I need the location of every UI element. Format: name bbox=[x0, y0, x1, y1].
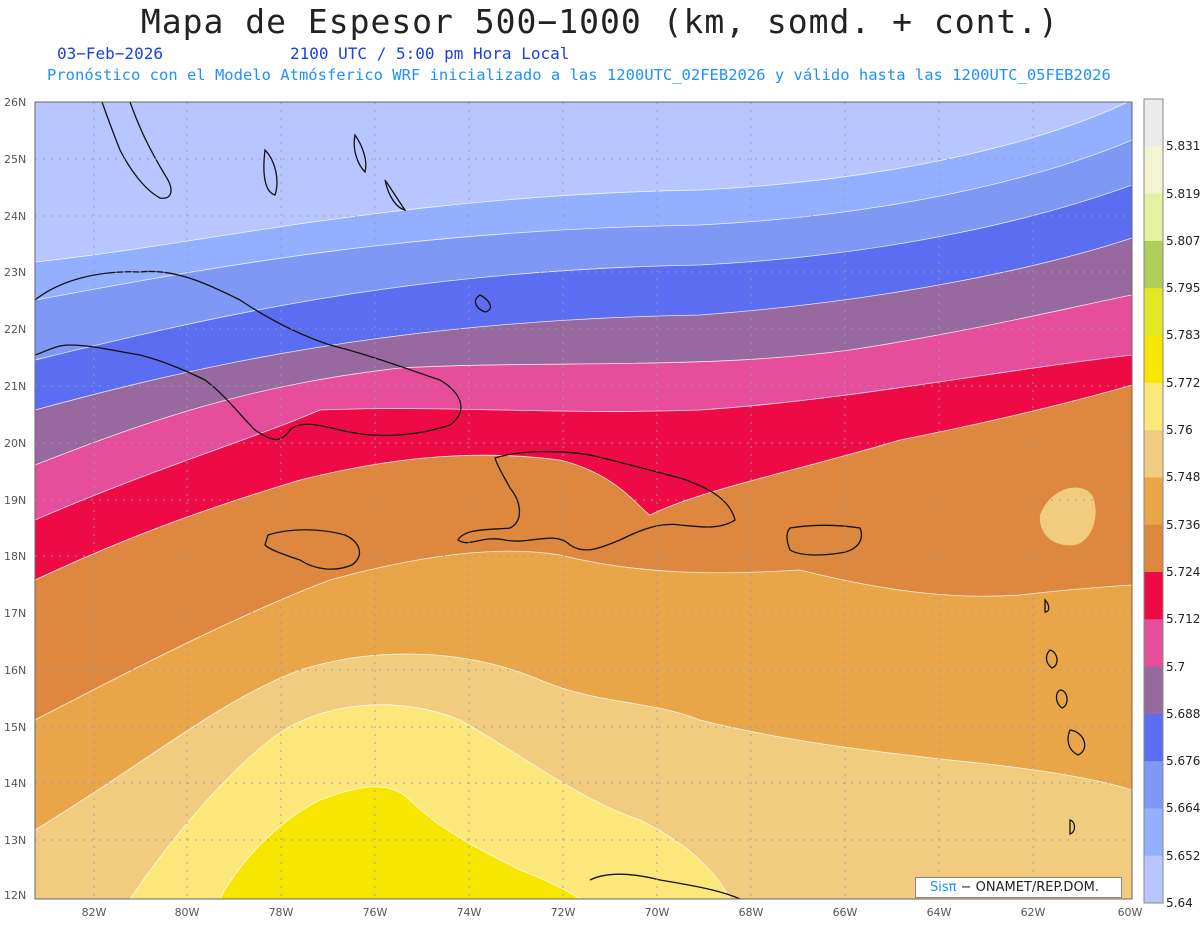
lat-label: 26N bbox=[4, 96, 26, 109]
colorbar-level-label: 5.64 bbox=[1166, 896, 1193, 910]
south-america-coast bbox=[589, 873, 741, 899]
band-5748-cell bbox=[1039, 487, 1096, 546]
credit-text: − ONAMET/REP.DOM. bbox=[960, 880, 1100, 895]
lat-label: 16N bbox=[4, 664, 26, 677]
credit-box: Sisπ − ONAMET/REP.DOM. bbox=[915, 877, 1122, 898]
lon-label: 70W bbox=[645, 906, 670, 919]
lat-label: 23N bbox=[4, 266, 26, 279]
lon-label: 60W bbox=[1118, 906, 1143, 919]
colorbar-swatch bbox=[1144, 808, 1163, 857]
lat-label: 17N bbox=[4, 607, 26, 620]
florida-coast bbox=[101, 102, 172, 199]
bahamas-coast bbox=[263, 133, 492, 313]
lesser-antilles-coast bbox=[1044, 598, 1086, 835]
colorbar-level-label: 5.664 bbox=[1166, 801, 1200, 816]
colorbar-swatch bbox=[1144, 193, 1163, 242]
colorbar bbox=[1143, 98, 1164, 904]
lon-label: 74W bbox=[457, 906, 482, 919]
colorbar-swatch bbox=[1144, 666, 1163, 715]
lon-label: 62W bbox=[1021, 906, 1046, 919]
band-5772 bbox=[220, 786, 580, 899]
colorbar-swatch bbox=[1144, 382, 1163, 431]
forecast-date: 03−Feb−2026 bbox=[57, 44, 163, 63]
colorbar-swatch bbox=[1144, 855, 1163, 904]
colorbar-swatch bbox=[1144, 288, 1163, 336]
colorbar-swatch bbox=[1144, 477, 1163, 526]
colorbar-level-label: 5.819 bbox=[1166, 186, 1200, 201]
colorbar-level-label: 5.772 bbox=[1166, 375, 1200, 390]
colorbar-level-label: 5.736 bbox=[1166, 517, 1200, 532]
colorbar-frame bbox=[1143, 98, 1164, 904]
colorbar-swatch bbox=[1144, 99, 1163, 147]
lon-label: 82W bbox=[82, 906, 107, 919]
map-title: Mapa de Espesor 500−1000 (km, somd. + co… bbox=[140, 2, 1060, 41]
lat-label: 24N bbox=[4, 210, 26, 223]
lat-label: 15N bbox=[4, 721, 26, 734]
thickness-shading bbox=[35, 102, 1132, 899]
lat-label: 13N bbox=[4, 834, 26, 847]
lon-axis: 82W 80W 78W 76W 74W 72W 70W 68W 66W 64W … bbox=[82, 906, 1143, 919]
lat-label: 14N bbox=[4, 777, 26, 790]
colorbar-level-label: 5.783 bbox=[1166, 328, 1200, 343]
lon-label: 78W bbox=[269, 906, 294, 919]
coastlines bbox=[35, 102, 1086, 899]
colorbar-level-label: 5.712 bbox=[1166, 612, 1200, 627]
map-frame bbox=[34, 101, 1133, 900]
colorbar-level-label: 5.807 bbox=[1166, 233, 1200, 248]
lat-label: 25N bbox=[4, 153, 26, 166]
colorbar-swatch bbox=[1144, 335, 1163, 384]
puerto-rico-coast bbox=[786, 524, 863, 556]
lon-label: 66W bbox=[833, 906, 858, 919]
lat-axis: 26N 25N 24N 23N 22N 21N 20N 19N 18N 17N … bbox=[4, 96, 26, 902]
colorbar-level-label: 5.724 bbox=[1166, 564, 1200, 579]
colorbar-swatch bbox=[1144, 524, 1163, 573]
lon-label: 64W bbox=[927, 906, 952, 919]
graticule bbox=[35, 102, 1132, 899]
hispaniola-coast bbox=[457, 450, 736, 551]
lat-label: 18N bbox=[4, 550, 26, 563]
lat-label: 12N bbox=[4, 889, 26, 902]
lon-label: 68W bbox=[739, 906, 764, 919]
colorbar-level-label: 5.795 bbox=[1166, 281, 1200, 296]
cuba-coast bbox=[35, 270, 462, 441]
colorbar-level-label: 5.831 bbox=[1166, 139, 1200, 154]
colorbar-swatch bbox=[1144, 761, 1163, 809]
sispi-logo-text: Sisπ bbox=[930, 880, 957, 895]
lat-label: 21N bbox=[4, 380, 26, 393]
lat-label: 20N bbox=[4, 437, 26, 450]
colorbar-level-label: 5.7 bbox=[1166, 659, 1186, 674]
colorbar-swatch bbox=[1144, 619, 1163, 668]
colorbar-level-label: 5.748 bbox=[1166, 470, 1200, 485]
lon-label: 76W bbox=[363, 906, 388, 919]
colorbar-swatch bbox=[1144, 571, 1163, 620]
forecast-time: 2100 UTC / 5:00 pm Hora Local bbox=[290, 44, 570, 63]
colorbar-swatch bbox=[1144, 240, 1163, 289]
colorbar-swatch bbox=[1144, 430, 1163, 478]
colorbar-level-label: 5.676 bbox=[1166, 754, 1200, 769]
jamaica-coast bbox=[264, 529, 361, 570]
lon-label: 80W bbox=[175, 906, 200, 919]
lon-label: 72W bbox=[551, 906, 576, 919]
colorbar-level-label: 5.688 bbox=[1166, 706, 1200, 721]
model-info: Pronóstico con el Modelo Atmósferico WRF… bbox=[47, 66, 1111, 84]
lat-label: 19N bbox=[4, 494, 26, 507]
lat-label: 22N bbox=[4, 323, 26, 336]
contour-lines bbox=[35, 102, 1132, 899]
colorbar-swatch bbox=[1144, 146, 1163, 195]
colorbar-swatch bbox=[1144, 713, 1163, 762]
colorbar-level-label: 5.76 bbox=[1166, 423, 1193, 438]
colorbar-level-label: 5.652 bbox=[1166, 848, 1200, 863]
